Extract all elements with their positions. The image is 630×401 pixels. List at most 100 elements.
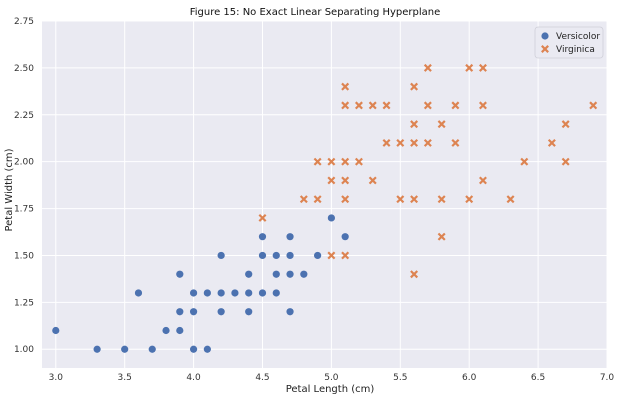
y-tick-label: 1.75 [14,205,34,215]
y-tick-label: 2.00 [14,158,34,168]
legend-entry-versicolor: Versicolor [556,32,600,42]
x-axis-ticks: 3.0 3.5 4.0 4.5 5.0 5.5 6.0 6.5 7.0 [49,373,615,383]
versicolor-point [52,326,60,335]
versicolor-point [314,251,322,260]
versicolor-point [245,270,253,278]
virginica-point [341,101,350,110]
versicolor-point [245,289,253,297]
versicolor-point [300,270,308,278]
virginica-point [520,157,529,166]
versicolor-point [341,233,349,241]
virginica-point [354,101,363,110]
versicolor-point [189,308,198,316]
x-axis-label: Petal Length (cm) [286,384,375,395]
chart-title: Figure 15: No Exact Linear Separating Hy… [190,7,441,18]
versicolor-point [327,214,335,222]
versicolor-point [189,345,198,353]
virginica-point [382,138,391,147]
virginica-point [410,138,419,147]
versicolor-point [258,251,267,260]
x-tick-label: 7.0 [600,373,615,383]
virginica-point [299,195,308,204]
virginica-point [341,82,350,91]
y-tick-label: 1.00 [14,345,34,355]
virginica-point [423,138,432,147]
versicolor-point [245,308,253,316]
virginica-point [368,101,377,110]
versicolor-point [272,289,280,297]
virginica-point [341,251,350,260]
virginica-point [410,82,419,91]
versicolor-point [203,289,211,297]
versicolor-point [176,308,184,316]
y-axis-label: Petal Width (cm) [4,148,15,231]
virginica-point [478,101,487,110]
virginica-point [561,157,570,166]
virginica-point [478,63,487,72]
legend: Versicolor Virginica [534,26,604,59]
versicolor-point [121,345,129,353]
virginica-point [451,138,460,147]
virginica-point [410,120,419,129]
virginica-point [423,101,432,110]
legend-entry-virginica: Virginica [556,45,595,55]
versicolor-point [217,251,225,260]
virginica-point [410,270,419,279]
virginica-point [258,213,267,222]
x-tick-label: 6.0 [462,373,477,383]
virginica-point [368,176,377,185]
y-tick-label: 1.25 [14,298,34,308]
versicolor-point [272,251,280,260]
virginica-point [465,63,474,72]
y-tick-label: 2.75 [14,17,34,27]
versicolor-point [148,345,156,353]
virginica-point [423,63,432,72]
virginica-point [341,195,350,204]
versicolor-point [258,233,267,241]
virginica-point [396,138,405,147]
versicolor-point [286,251,294,260]
virginica-point [547,138,556,147]
virginica-point [341,176,350,185]
versicolor-point [203,345,211,353]
virginica-point [313,157,322,166]
y-tick-label: 1.50 [14,251,34,261]
virginica-point [341,157,350,166]
virginica-point [465,195,474,204]
versicolor-point [189,289,198,297]
versicolor-point [217,308,225,316]
virginica-point [437,232,446,241]
y-tick-label: 2.25 [14,111,34,121]
x-tick-label: 3.0 [49,373,64,383]
virginica-point [327,157,336,166]
versicolor-point [286,233,294,241]
virginica-legend-marker [541,45,549,53]
virginica-point [410,195,419,204]
versicolor-point [176,326,184,335]
virginica-point [561,120,570,129]
x-tick-label: 5.0 [324,373,339,383]
versicolor-point [93,345,101,353]
x-tick-label: 4.0 [186,373,201,383]
versicolor-point [258,289,267,297]
versicolor-legend-marker [541,32,549,40]
virginica-point [327,176,336,185]
virginica-point [327,251,336,260]
y-tick-label: 2.50 [14,64,34,74]
virginica-point [506,195,515,204]
versicolor-point [272,270,280,278]
legend-box [534,26,604,59]
virginica-point [437,195,446,204]
data-points [52,63,598,353]
plot-area [42,21,607,368]
virginica-point [354,157,363,166]
virginica-point [451,101,460,110]
versicolor-point [286,308,294,316]
versicolor-point [231,289,239,297]
x-tick-label: 4.5 [255,373,269,383]
virginica-point [437,120,446,129]
versicolor-point [134,289,143,297]
versicolor-point [217,289,225,297]
y-axis-ticks: 1.00 1.25 1.50 1.75 2.00 2.25 2.50 2.75 [14,17,34,355]
x-tick-label: 5.5 [393,373,407,383]
